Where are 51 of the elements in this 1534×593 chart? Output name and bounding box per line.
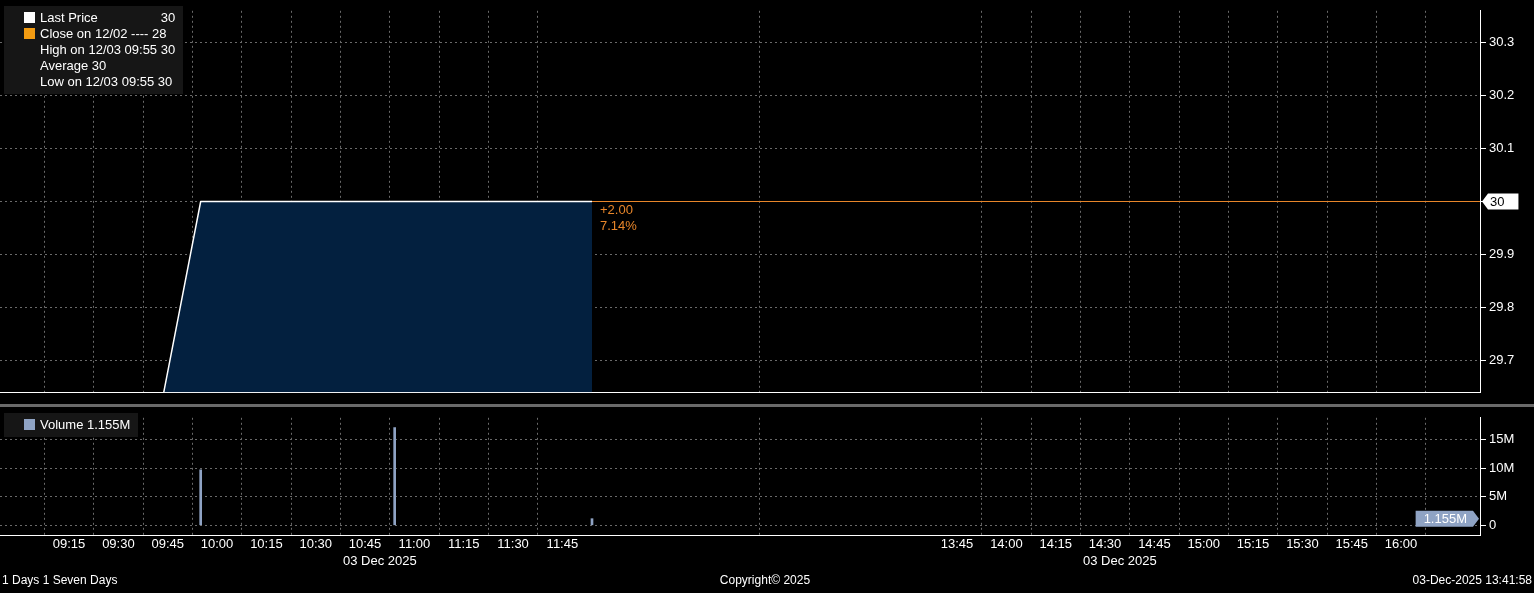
x-tick-label: 10:30	[299, 536, 333, 552]
x-tick-label: 16:00	[1384, 536, 1418, 552]
annotation: Average 30	[39, 58, 108, 74]
annotation: +2.00	[600, 201, 633, 217]
annotation: 7.14%	[600, 217, 638, 233]
x-tick-label: 14:30	[1088, 536, 1122, 552]
x-tick-label: 11:30	[497, 536, 529, 552]
y-tick-label: 29.7	[1489, 351, 1515, 367]
annotation: Low on 12/03 09:55 30	[39, 74, 174, 90]
annotation: 30	[160, 10, 176, 26]
x-tick-label: 09:45	[151, 536, 185, 552]
x-tick-label: 15:00	[1187, 536, 1221, 552]
annotation: Close on 12/02 ---- 28	[39, 26, 168, 42]
y-tick-label: 0	[1489, 516, 1497, 532]
y-tick-label: 30.2	[1489, 87, 1515, 103]
x-tick-label: 14:45	[1138, 536, 1171, 552]
x-tick-label: 11:00	[398, 536, 431, 552]
y-tick-label: 5M	[1489, 488, 1508, 504]
legend-label: Volume	[40, 417, 84, 432]
x-tick-label: 10:45	[348, 536, 382, 552]
y-tick-label: 29.9	[1489, 246, 1515, 262]
x-tick-label: 11:15	[447, 536, 480, 552]
y-tick-label: 30.3	[1489, 34, 1515, 50]
x-tick-label: 09:30	[102, 536, 135, 552]
bar	[393, 427, 396, 526]
x-tick-label: 15:45	[1335, 536, 1369, 552]
x-tick-label: 10:15	[250, 536, 283, 552]
x-tick-label: 13:45	[940, 536, 974, 552]
x-tick-label: 10:00	[200, 536, 234, 552]
x-tick-label: 11:45	[546, 536, 579, 552]
annotation: 1.155M	[86, 417, 131, 432]
x-tick-label: 15:15	[1236, 536, 1270, 552]
text: 03-Dec-2025 13:41:58	[1412, 573, 1532, 587]
x-axis-title: 03 Dec 2025	[343, 553, 417, 569]
y-tick-label: 15M	[1489, 431, 1515, 447]
y-tick-label: 30.1	[1489, 140, 1515, 156]
x-tick-label: 14:15	[1039, 536, 1073, 552]
text: 1 Days 1 Seven Days	[2, 573, 118, 587]
bar	[199, 469, 203, 526]
annotation: High on 12/03 09:55 30	[39, 42, 176, 58]
legend-box: Volume 1.155M	[4, 413, 139, 437]
y-tick-label: 29.8	[1489, 299, 1515, 315]
text: 03 Dec 2025	[1083, 553, 1157, 569]
x-tick-label: 09:15	[52, 536, 86, 552]
x-tick-label: 15:30	[1286, 536, 1319, 552]
x-tick-label: 14:00	[990, 536, 1023, 552]
text: 30	[1490, 194, 1505, 210]
y-tick-label: 10M	[1489, 459, 1515, 475]
legend-label: Last Price	[39, 10, 98, 26]
text: Copyright© 2025	[719, 573, 811, 587]
annotation: 1.155M	[1423, 511, 1467, 527]
